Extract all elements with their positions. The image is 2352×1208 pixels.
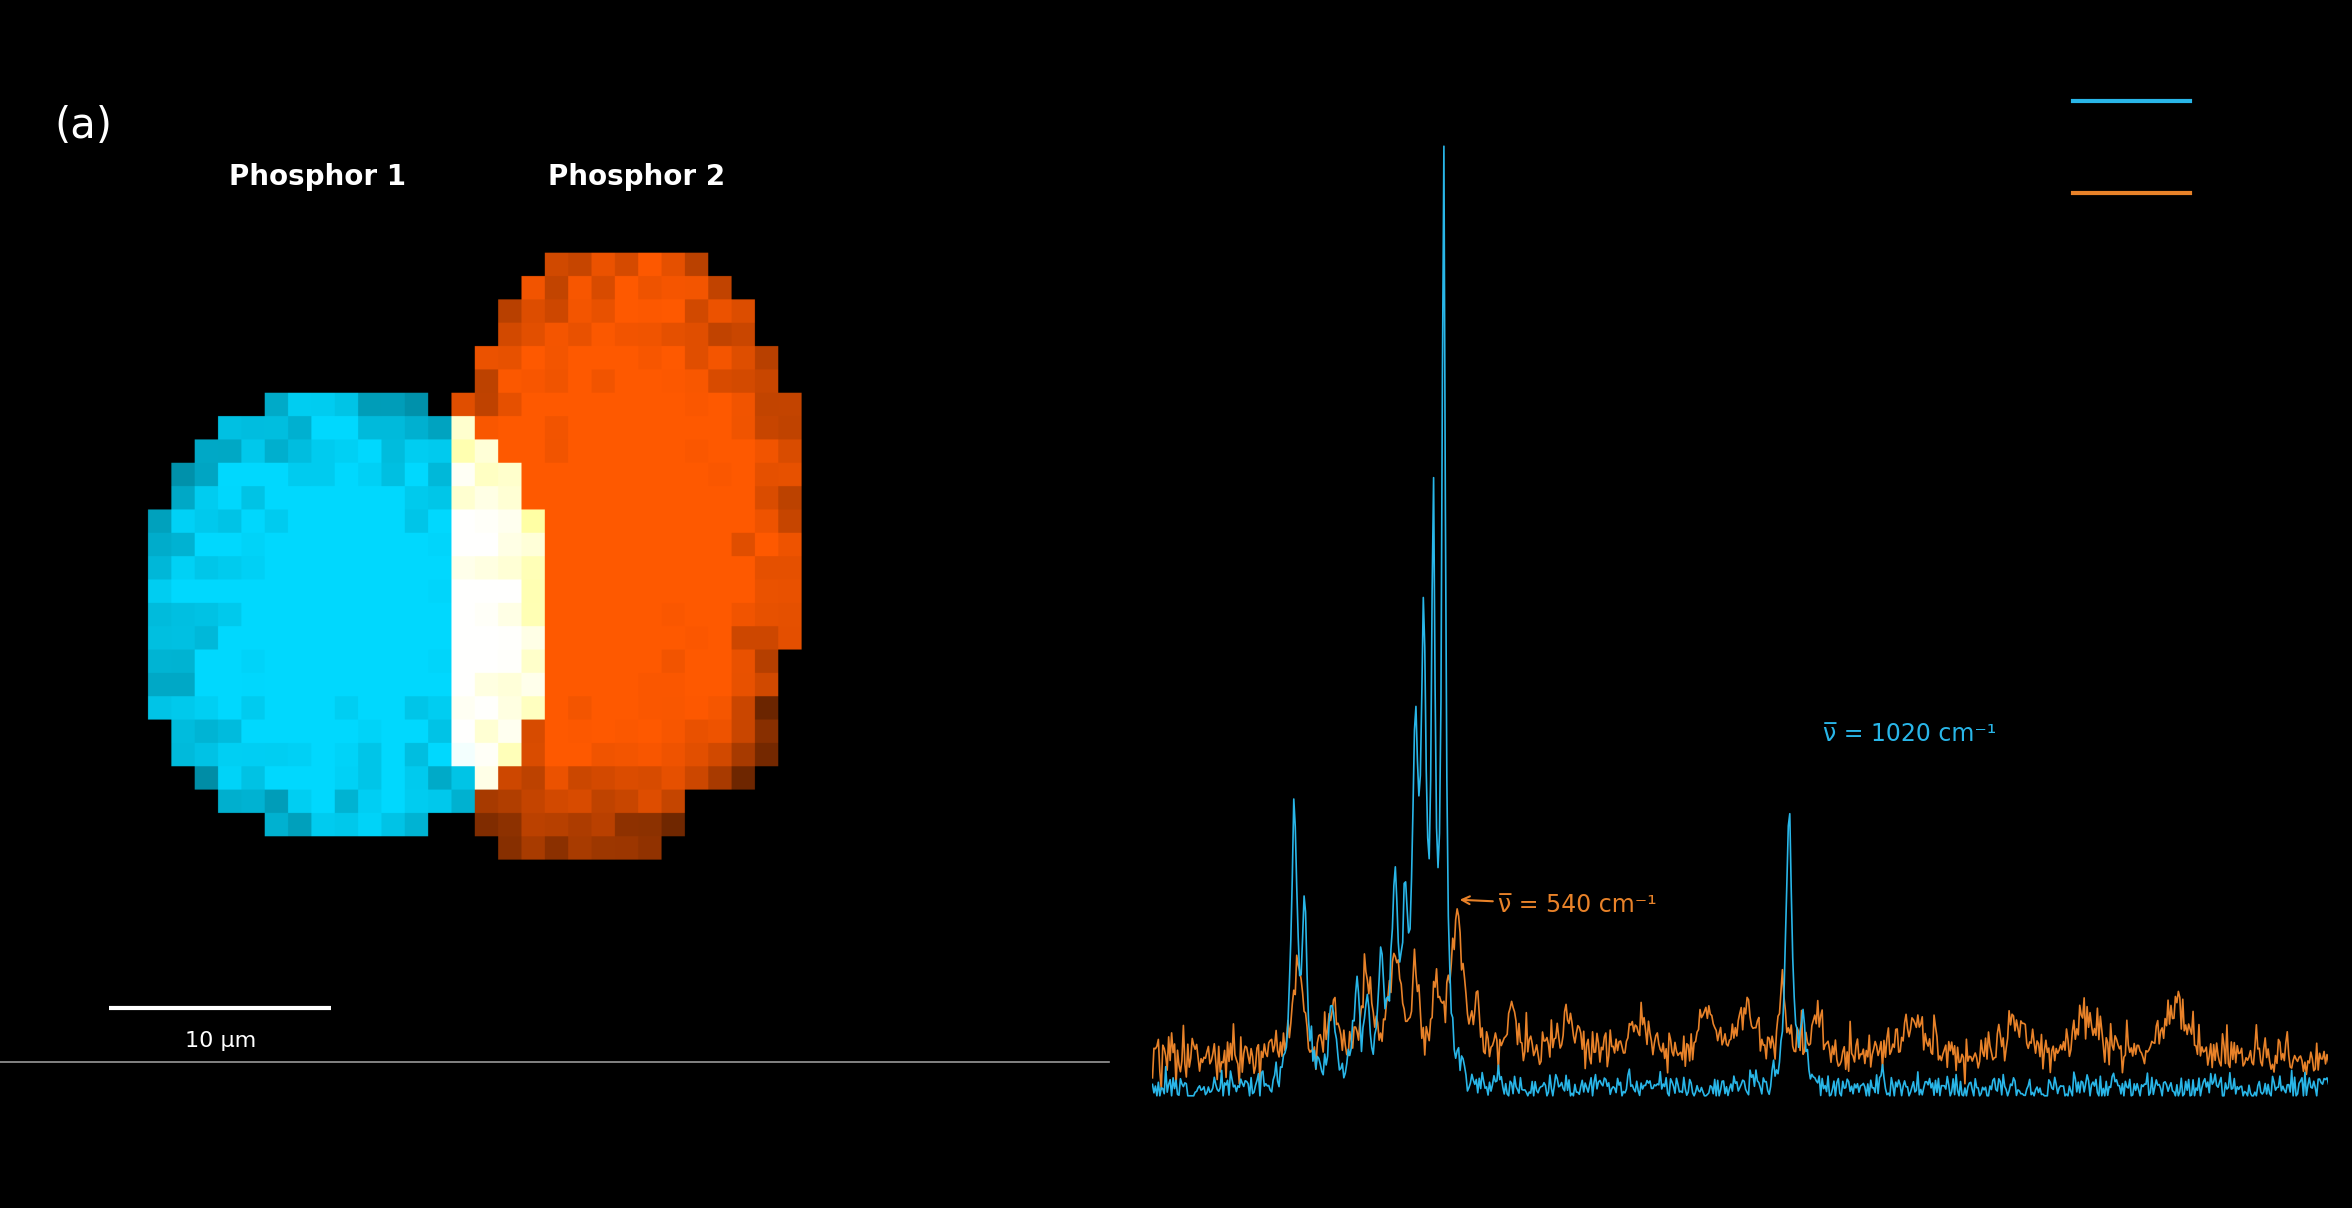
Text: ν̅ = 1020 cm⁻¹: ν̅ = 1020 cm⁻¹ xyxy=(1823,721,1997,745)
Text: Phosphor 2: Phosphor 2 xyxy=(548,163,724,191)
Text: ν̅ = 540 cm⁻¹: ν̅ = 540 cm⁻¹ xyxy=(1463,893,1658,917)
Text: 10 μm: 10 μm xyxy=(183,1032,256,1051)
Text: (a): (a) xyxy=(54,105,113,147)
Text: Phosphor 1: Phosphor 1 xyxy=(228,163,407,191)
